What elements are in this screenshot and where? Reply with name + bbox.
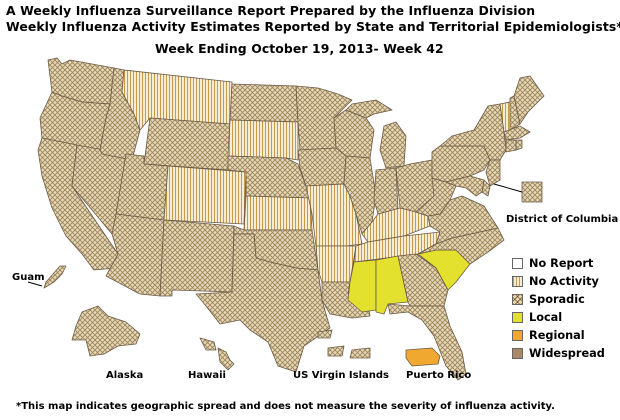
state-SD — [227, 119, 299, 161]
legend: No Report No Activity Sporadic Local Reg… — [512, 254, 605, 362]
state-CT — [505, 139, 517, 153]
legend-label: Local — [529, 310, 563, 324]
state-ND — [229, 83, 299, 123]
state-IA — [297, 147, 347, 187]
state-RI — [515, 139, 523, 151]
legend-swatch-sporadic — [512, 293, 523, 305]
state-WY — [143, 117, 231, 171]
legend-label: No Activity — [529, 274, 599, 288]
state-FL — [387, 303, 467, 381]
legend-swatch-no-activity — [512, 275, 523, 287]
state-MA — [503, 125, 531, 141]
territory-GU — [43, 265, 67, 289]
puerto-rico-label: Puerto Rico — [406, 370, 472, 381]
state-MD — [445, 175, 485, 197]
legend-label: Regional — [529, 328, 585, 342]
week-label: Week Ending October 19, 2013- Week 42 — [155, 41, 444, 56]
dc-label: District of Columbia — [506, 214, 619, 225]
territory-HI — [199, 337, 235, 371]
legend-widespread: Widespread — [512, 344, 605, 362]
guam-label: Guam — [12, 272, 45, 283]
legend-label: No Report — [529, 256, 594, 270]
legend-swatch-widespread — [512, 347, 523, 359]
state-IN — [373, 167, 399, 215]
state-ME — [513, 75, 545, 125]
footnote: *This map indicates geographic spread an… — [16, 401, 555, 412]
state-TX — [195, 233, 331, 373]
legend-no-activity: No Activity — [512, 272, 605, 290]
alaska-label: Alaska — [106, 370, 144, 381]
hawaii-label: Hawaii — [188, 370, 226, 381]
state-PA — [431, 145, 491, 183]
state-NM — [159, 219, 235, 297]
legend-sporadic: Sporadic — [512, 290, 605, 308]
state-NJ — [485, 159, 501, 187]
state-AR — [315, 245, 357, 283]
legend-swatch-no-report — [512, 257, 523, 269]
legend-local: Local — [512, 308, 605, 326]
legend-regional: Regional — [512, 326, 605, 344]
legend-label: Sporadic — [529, 292, 585, 306]
legend-swatch-local — [512, 311, 523, 323]
guam-leader-line — [27, 281, 43, 287]
territory-PR — [405, 347, 441, 367]
virgin-islands-label: US Virgin Islands — [293, 370, 389, 381]
state-GA — [397, 253, 449, 307]
territory-VI — [317, 329, 371, 359]
state-CO — [163, 165, 247, 225]
legend-label: Widespread — [529, 346, 605, 360]
legend-no-report: No Report — [512, 254, 605, 272]
state-KS — [243, 195, 313, 231]
report-title: A Weekly Influenza Surveillance Report P… — [6, 3, 536, 18]
report-subtitle: Weekly Influenza Activity Estimates Repo… — [6, 19, 620, 34]
state-DC — [521, 181, 543, 203]
territory-AK — [71, 305, 141, 357]
legend-swatch-regional — [512, 329, 523, 341]
dc-leader-line — [493, 183, 523, 193]
